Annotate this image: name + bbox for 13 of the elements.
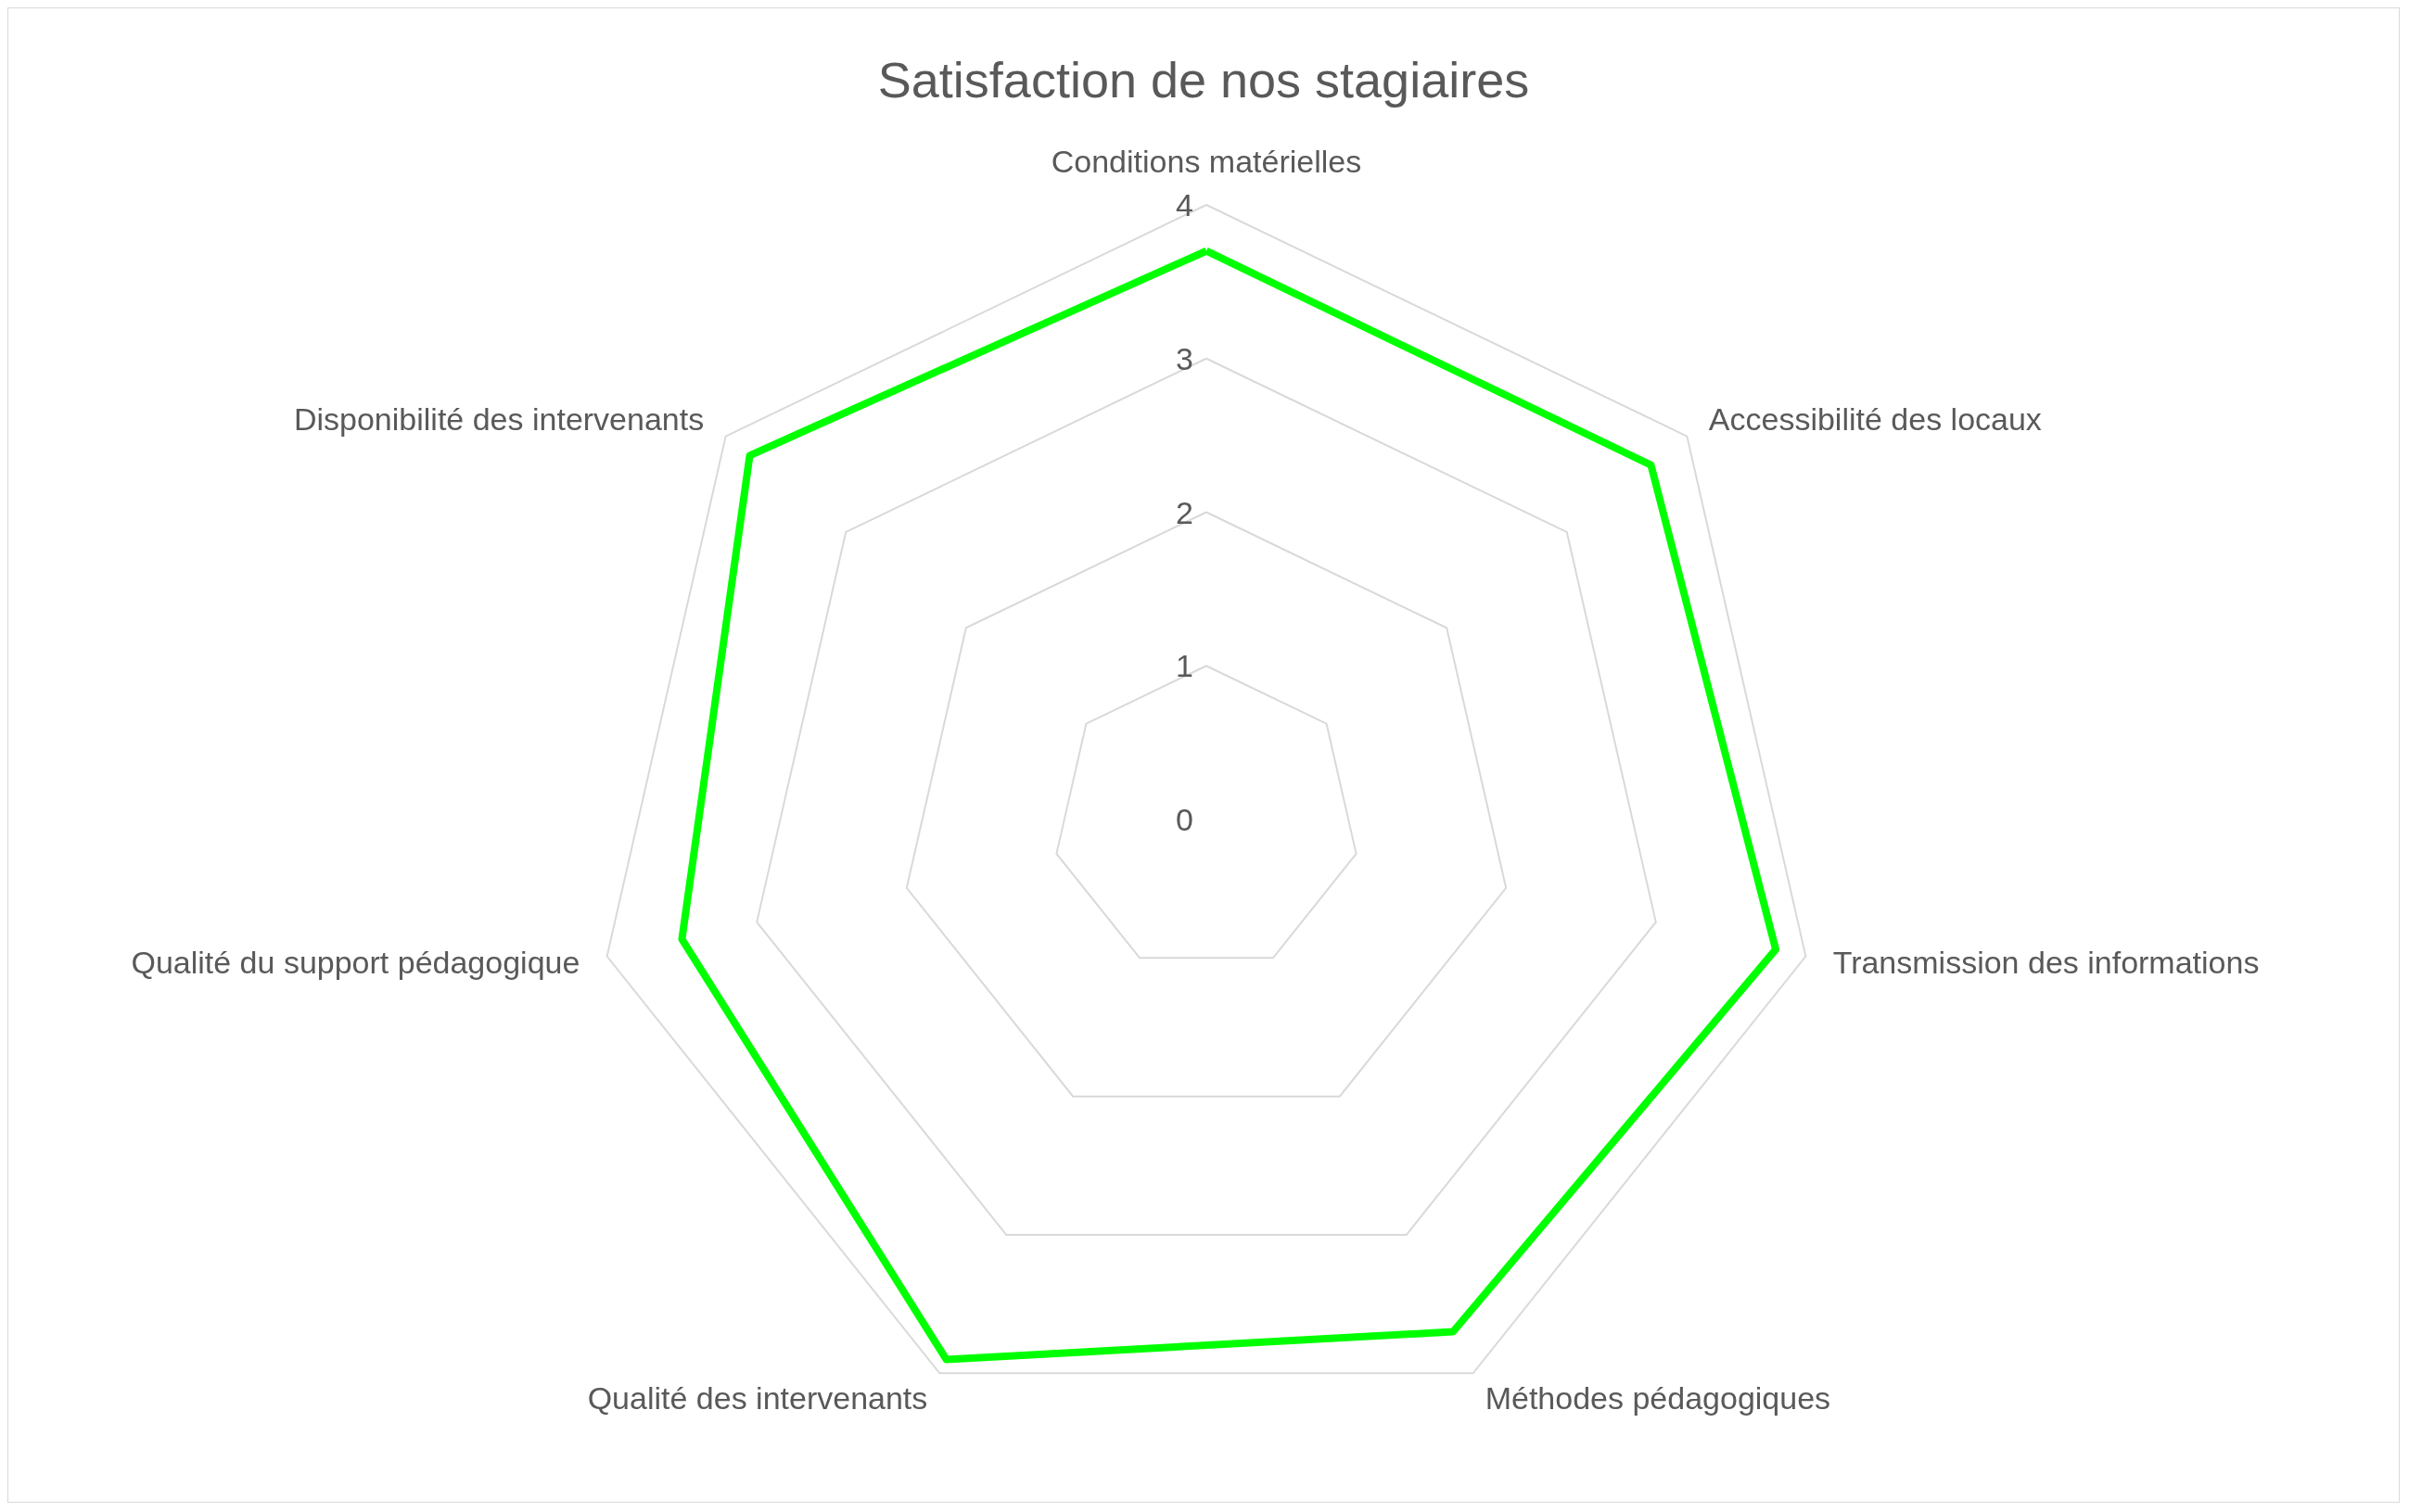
spoke-label: Disponibilité des intervenants: [293, 400, 705, 437]
y-tick-label: 3: [1176, 340, 1193, 376]
spoke-label: Qualité des intervenants: [587, 1380, 928, 1417]
spoke-label: Accessibilité des locaux: [1708, 400, 2042, 437]
y-tick-label: 2: [1176, 494, 1193, 530]
y-tick-label: 4: [1176, 187, 1193, 222]
spoke-label: Méthodes pédagogiques: [1485, 1380, 1831, 1417]
spoke-label: Conditions matérielles: [1051, 144, 1362, 179]
spoke-label: Transmission des informations: [1832, 945, 2260, 981]
spoke-label: Qualité du support pédagogique: [131, 945, 580, 981]
y-tick-label: 0: [1176, 802, 1193, 837]
chart-title: Satisfaction de nos stagiaires: [877, 52, 1530, 108]
y-tick-label: 1: [1176, 648, 1193, 684]
